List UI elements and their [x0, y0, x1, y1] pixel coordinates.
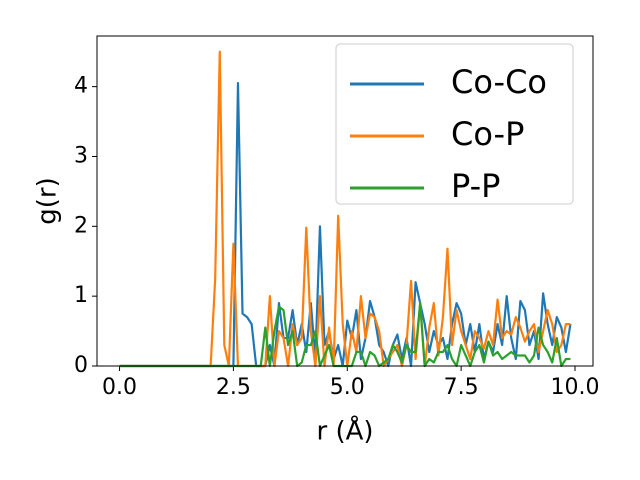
- y-axis-label: g(r): [33, 177, 63, 224]
- x-tick-label: 10.0: [551, 375, 600, 400]
- y-tick-label: 3: [74, 143, 88, 168]
- y-tick-label: 0: [74, 353, 88, 378]
- y-tick-label: 4: [74, 74, 88, 99]
- y-tick-label: 2: [74, 213, 88, 238]
- x-tick-label: 0.0: [102, 375, 137, 400]
- legend-label: Co-Co: [451, 63, 547, 101]
- plot-frame: [96, 35, 594, 367]
- x-axis-label: r (Å): [316, 415, 373, 447]
- x-tick-label: 2.5: [216, 375, 251, 400]
- y-tick-label: 1: [74, 283, 88, 308]
- legend-label: P-P: [451, 167, 500, 205]
- x-tick-label: 7.5: [444, 375, 479, 400]
- x-tick-label: 5.0: [330, 375, 365, 400]
- legend-label: Co-P: [451, 115, 524, 153]
